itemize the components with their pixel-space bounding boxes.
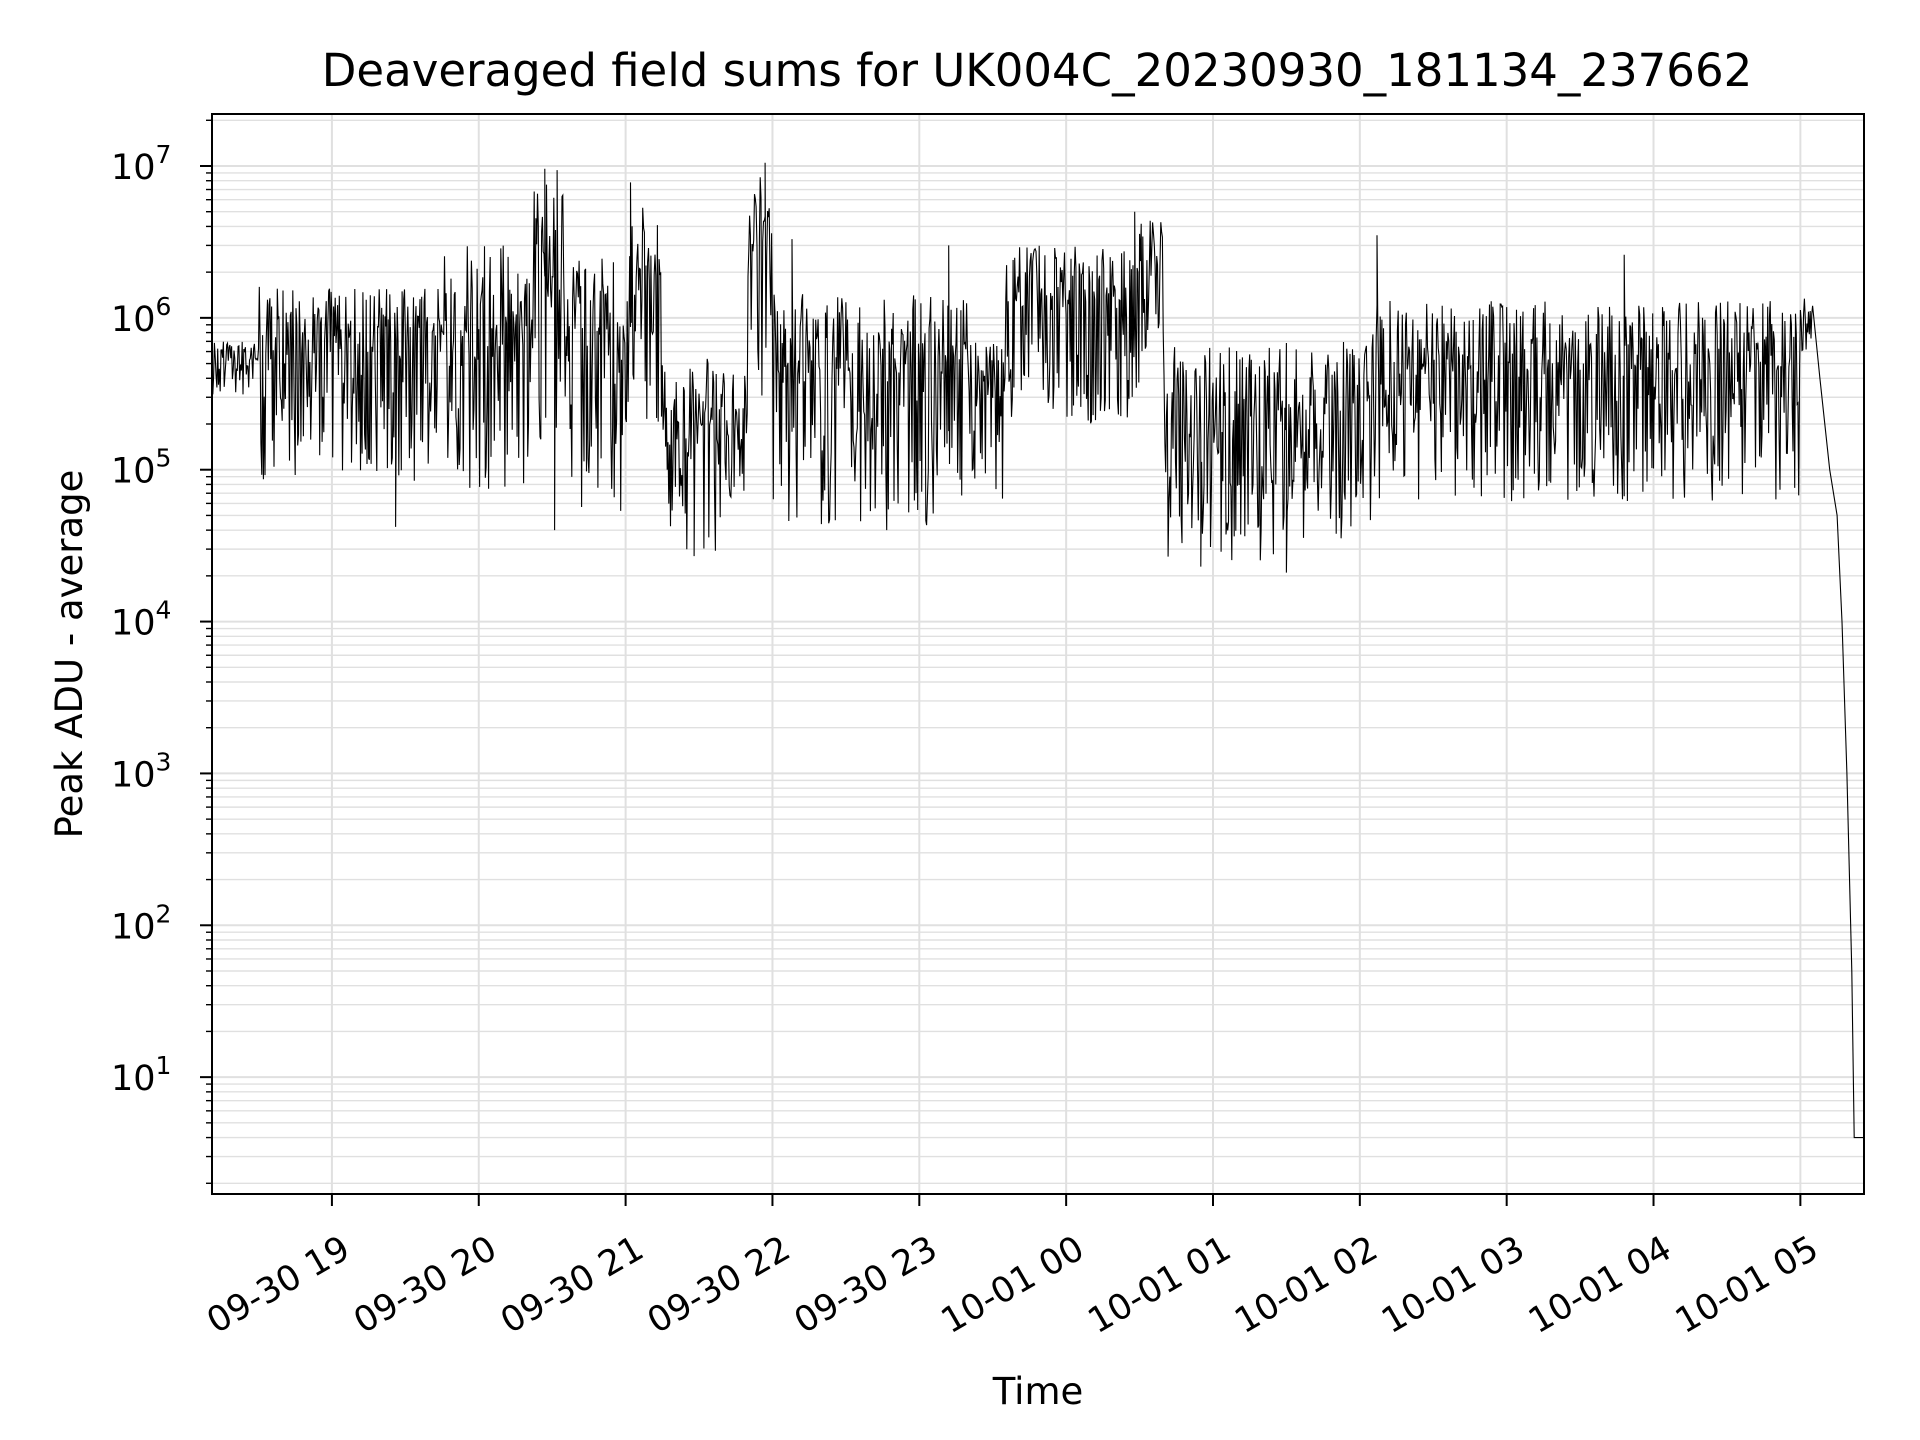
y-tick-label: 107	[111, 140, 171, 188]
y-tick-label: 104	[111, 596, 171, 644]
y-tick-label: 102	[111, 899, 171, 947]
grid	[212, 114, 1864, 1194]
plot-frame	[211, 113, 1865, 1195]
y-tick-label: 101	[111, 1051, 171, 1099]
chart-title: Deaveraged field sums for UK004C_2023093…	[322, 44, 1752, 97]
y-axis-label: Peak ADU - average	[48, 470, 91, 839]
y-tick-label: 103	[111, 747, 171, 795]
y-tick-label: 105	[111, 444, 171, 492]
x-axis-label: Time	[992, 1370, 1084, 1413]
series-line	[211, 162, 1864, 1139]
y-tick-label: 106	[111, 292, 171, 340]
y-axis: 101 102 103 104 105 106 107	[111, 119, 212, 1184]
data-series	[211, 162, 1864, 1139]
